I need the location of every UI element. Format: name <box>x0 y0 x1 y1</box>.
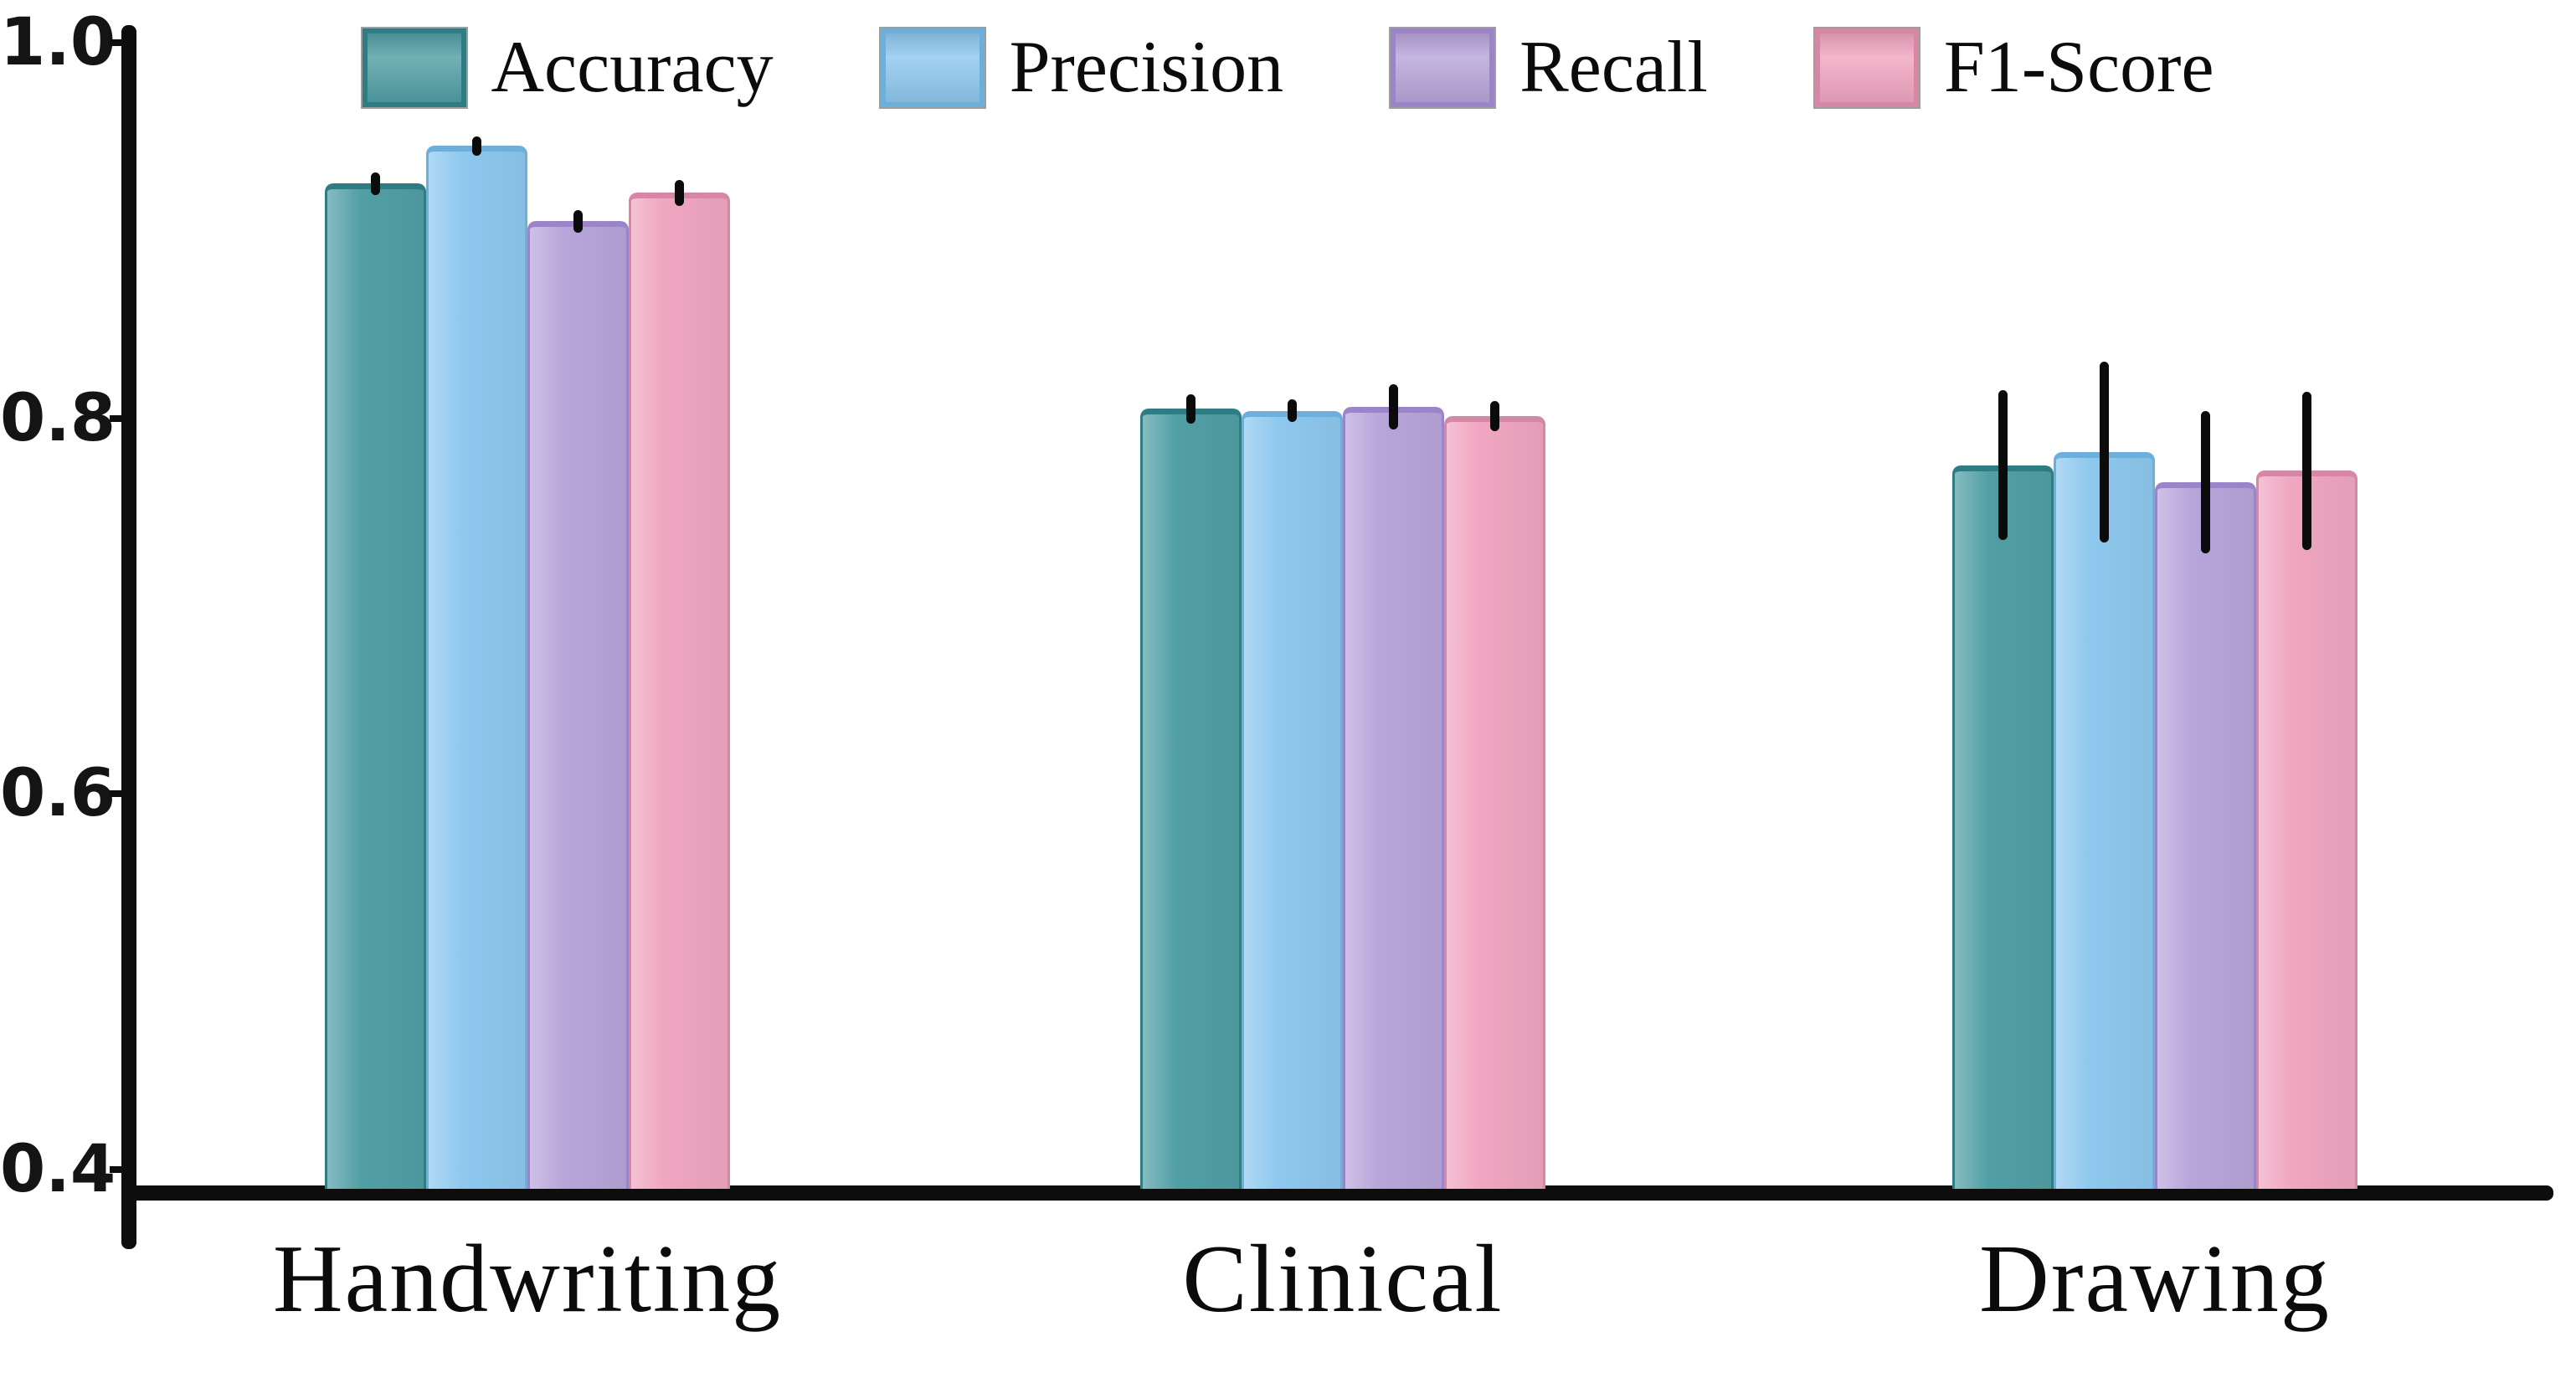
error-bar <box>371 172 380 195</box>
bar <box>1444 416 1545 1189</box>
error-bar <box>675 179 684 207</box>
legend-color-swatch <box>1391 28 1495 107</box>
category-label: Drawing <box>1979 1226 2331 1333</box>
bar <box>325 183 426 1189</box>
error-bar <box>1998 390 2008 541</box>
bar <box>527 221 629 1189</box>
error-bar <box>2100 362 2109 543</box>
legend-label: Precision <box>1009 27 1284 108</box>
legend-color-swatch <box>362 28 466 107</box>
error-bar <box>1490 401 1499 432</box>
bar <box>2256 471 2357 1189</box>
bar <box>2054 452 2155 1189</box>
legend-item: Recall <box>1391 28 1708 107</box>
legend-item: Accuracy <box>362 28 774 107</box>
legend-label: Accuracy <box>491 27 774 108</box>
legend-item: F1-Score <box>1814 27 2214 108</box>
error-bar <box>472 136 481 156</box>
bar <box>629 193 730 1189</box>
legend-color-swatch <box>880 28 985 107</box>
y-tick-label: 1.0 <box>0 5 116 80</box>
bar <box>1952 465 2054 1189</box>
y-axis-line <box>121 25 136 1249</box>
category-label: Handwriting <box>272 1226 783 1333</box>
bar <box>2155 481 2256 1189</box>
bar <box>1140 409 1242 1189</box>
error-bar <box>573 209 583 233</box>
error-bar <box>1288 399 1297 423</box>
error-bar <box>1389 384 1398 430</box>
error-bar <box>2302 392 2311 550</box>
error-bar <box>1186 393 1195 424</box>
chart-legend: Accuracy Precision Recall F1-Score <box>0 28 2576 107</box>
y-tick-label: 0.4 <box>0 1132 116 1207</box>
y-tick-mark <box>110 414 121 422</box>
bar <box>1242 410 1343 1189</box>
category-label: Clinical <box>1182 1226 1504 1333</box>
x-axis-line <box>121 1185 2553 1201</box>
legend-label: F1-Score <box>1943 27 2214 108</box>
y-tick-mark <box>110 790 121 798</box>
bar <box>1343 407 1444 1189</box>
legend-item: Precision <box>880 27 1284 108</box>
y-tick-label: 0.6 <box>0 756 116 832</box>
legend-label: Recall <box>1519 27 1708 108</box>
y-tick-mark <box>110 39 121 46</box>
legend-color-swatch <box>1814 28 1919 107</box>
y-tick-label: 0.8 <box>0 380 116 456</box>
error-bar <box>2201 410 2210 554</box>
bar <box>426 146 527 1189</box>
y-tick-mark <box>110 1166 121 1173</box>
